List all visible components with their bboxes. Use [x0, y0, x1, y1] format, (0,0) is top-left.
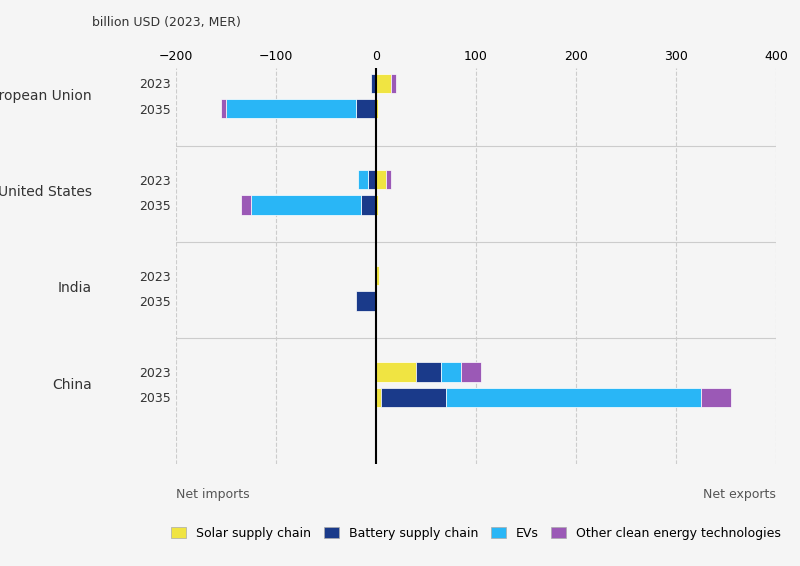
Bar: [251, 195, 361, 215]
Bar: [416, 362, 441, 381]
Text: Net exports: Net exports: [703, 488, 776, 501]
Bar: [368, 170, 376, 189]
Text: India: India: [58, 281, 92, 295]
Text: United States: United States: [0, 185, 92, 199]
Bar: [376, 388, 381, 407]
Bar: [391, 74, 396, 93]
Bar: [358, 170, 368, 189]
Bar: [221, 99, 226, 118]
Text: European Union: European Union: [0, 89, 92, 103]
Bar: [446, 388, 701, 407]
Bar: [376, 99, 378, 118]
Text: Net imports: Net imports: [176, 488, 250, 501]
Bar: [376, 74, 391, 93]
Bar: [226, 99, 356, 118]
Bar: [376, 170, 386, 189]
Bar: [701, 388, 731, 407]
Text: China: China: [52, 378, 92, 392]
Legend: Solar supply chain, Battery supply chain, EVs, Other clean energy technologies: Solar supply chain, Battery supply chain…: [166, 522, 786, 545]
Bar: [356, 99, 376, 118]
Bar: [361, 195, 376, 215]
Bar: [376, 362, 416, 381]
Bar: [371, 74, 376, 93]
Bar: [241, 195, 251, 215]
Text: billion USD (2023, MER): billion USD (2023, MER): [92, 16, 241, 29]
Bar: [376, 266, 379, 285]
Bar: [356, 291, 376, 311]
Bar: [386, 170, 391, 189]
Bar: [381, 388, 446, 407]
Bar: [441, 362, 461, 381]
Bar: [461, 362, 481, 381]
Bar: [376, 195, 378, 215]
